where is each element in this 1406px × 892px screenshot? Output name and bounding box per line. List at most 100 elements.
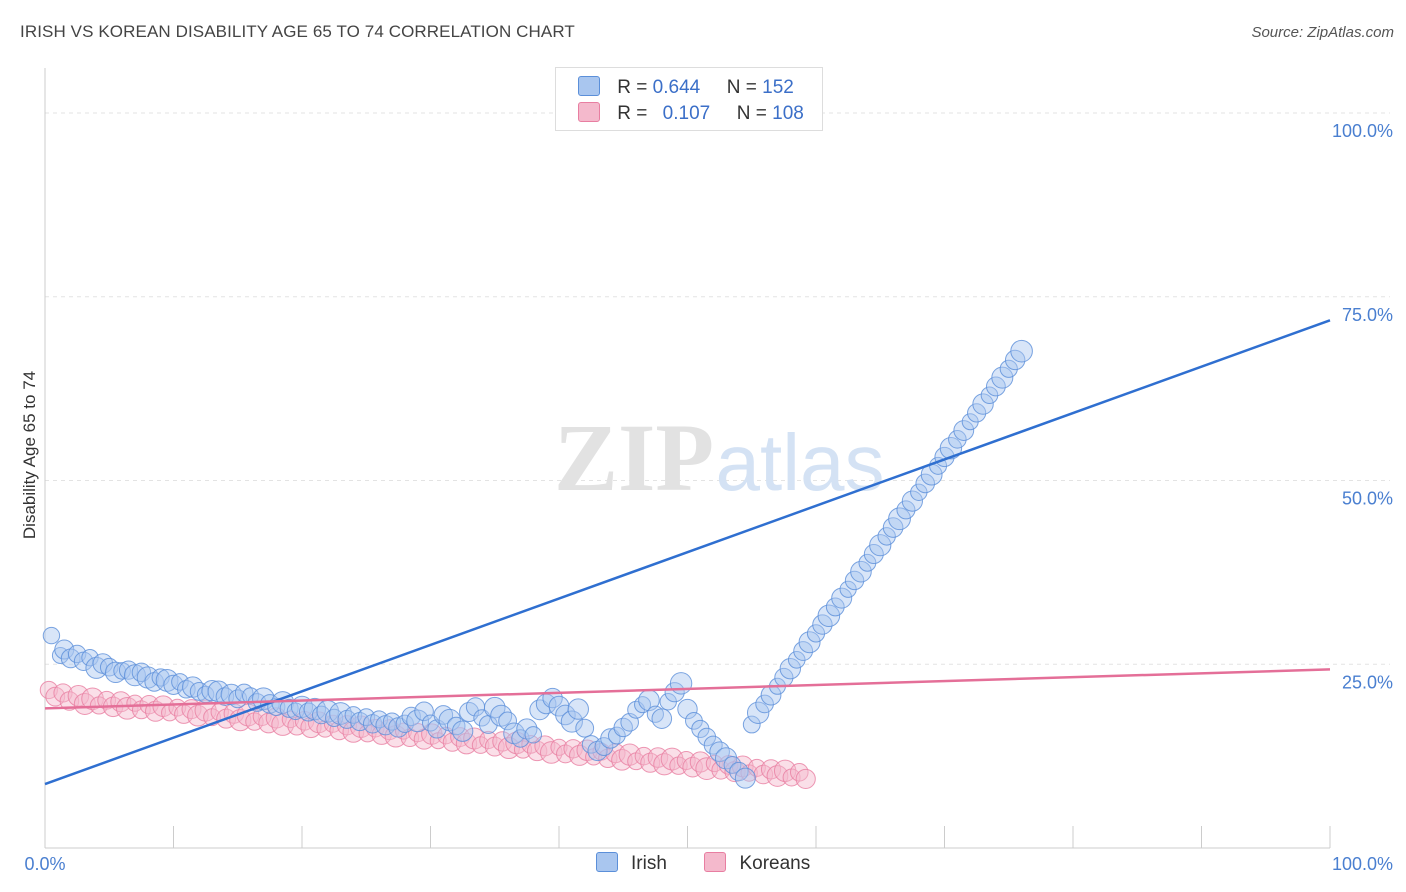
legend-swatch-irish (595, 852, 618, 872)
source-label: Source: ZipAtlas.com (1251, 24, 1394, 41)
y-tick-label: 25.0% (1342, 672, 1393, 692)
series-legend: Irish Koreans (0, 852, 1406, 875)
watermark-atlas: atlas (716, 418, 885, 507)
data-point (844, 570, 865, 591)
data-point (490, 704, 513, 727)
data-point (53, 683, 73, 703)
data-point (651, 708, 673, 729)
data-point (742, 715, 761, 734)
legend-label-koreans: Koreans (739, 853, 811, 874)
data-point (1010, 339, 1033, 363)
data-point (999, 359, 1018, 378)
correlation-legend: R = 0.644 N = 152 R = 0.107 N = 108 (555, 67, 823, 131)
data-point (689, 751, 711, 773)
y-tick-label: 100.0% (1332, 121, 1393, 141)
data-point (516, 718, 538, 740)
watermark: ZIP atlas (554, 404, 885, 511)
data-point (831, 587, 853, 609)
trend-line-irish (44, 319, 1331, 786)
data-point (795, 768, 816, 790)
grid-lines (45, 112, 1390, 665)
chart-title: IRISH VS KOREAN DISABILITY AGE 65 TO 74 … (20, 22, 575, 41)
data-point (825, 597, 845, 617)
data-point (60, 648, 81, 669)
legend-row-irish: R = 0.644 N = 152 (578, 76, 794, 100)
data-point (171, 673, 189, 691)
data-point (806, 624, 826, 643)
legend-swatch-koreans (704, 852, 727, 872)
data-point (869, 534, 892, 557)
data-point (450, 727, 470, 747)
data-point (575, 718, 595, 738)
legend-n-value: 152 (762, 77, 794, 98)
y-tick-label: 75.0% (1342, 305, 1393, 325)
data-point (463, 727, 486, 750)
data-point (104, 661, 127, 684)
data-point (901, 490, 923, 512)
data-point (677, 698, 698, 720)
legend-n-label: N = (736, 103, 767, 124)
data-point (972, 393, 994, 415)
legend-row-koreans: R = 0.107 N = 108 (578, 102, 804, 126)
data-point (607, 726, 626, 745)
legend-r-label: R = (617, 103, 648, 124)
data-point (115, 697, 139, 720)
trend-line-koreans (44, 668, 1331, 710)
data-point (42, 626, 61, 645)
data-point (194, 699, 217, 722)
data-point (709, 741, 730, 763)
x-tick-label: 100.0% (1332, 854, 1393, 874)
data-point (703, 735, 723, 755)
tick-labels: 25.0% 50.0% 75.0% 100.0% 0.0% 100.0% (24, 121, 1393, 874)
data-point (729, 761, 749, 782)
data-point (660, 747, 684, 771)
y-tick-label: 50.0% (1342, 489, 1393, 509)
legend-swatch-koreans (578, 102, 600, 122)
legend-r-value: 0.107 (662, 103, 711, 124)
legend-item-irish[interactable]: Irish (595, 852, 667, 875)
data-point (524, 726, 542, 744)
data-point (695, 757, 719, 781)
data-point (113, 662, 131, 680)
data-point (144, 672, 165, 692)
axes (44, 68, 1331, 849)
data-point (760, 759, 782, 780)
data-point (850, 560, 872, 583)
data-point (451, 720, 474, 742)
data-point (953, 420, 975, 441)
legend-label-irish: Irish (631, 853, 667, 874)
data-point (555, 704, 576, 726)
data-point (779, 657, 801, 680)
data-point (734, 767, 756, 789)
data-point (669, 672, 693, 695)
legend-item-koreans[interactable]: Koreans (704, 852, 810, 875)
data-point (896, 500, 916, 520)
data-point (888, 507, 911, 531)
data-point (773, 759, 797, 783)
data-point (877, 527, 896, 546)
legend-swatch-irish (578, 76, 600, 96)
data-point (948, 430, 967, 449)
data-point (939, 436, 963, 460)
data-point (81, 687, 104, 711)
legend-n-value: 108 (772, 103, 804, 124)
legend-r-label: R = (617, 77, 648, 98)
data-point (640, 752, 661, 773)
data-point (991, 366, 1014, 389)
data-point (798, 631, 821, 654)
data-point (618, 743, 641, 766)
data-point (746, 701, 770, 724)
legend-n-label: N = (726, 77, 757, 98)
data-point (646, 705, 664, 723)
data-point (498, 711, 518, 731)
data-point (534, 735, 556, 757)
legend-r-value: 0.644 (652, 77, 701, 98)
trend-lines (44, 319, 1331, 786)
data-point (714, 747, 738, 770)
data-point (539, 741, 563, 764)
watermark-zip: ZIP (554, 404, 714, 511)
data-point (967, 403, 987, 423)
data-point (755, 694, 774, 714)
data-point (414, 701, 434, 722)
